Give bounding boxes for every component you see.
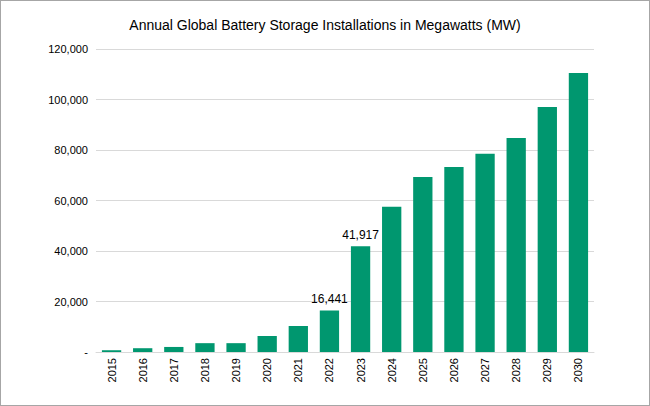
svg-text:2018: 2018	[199, 358, 211, 382]
svg-text:2020: 2020	[261, 358, 273, 382]
svg-text:2027: 2027	[479, 358, 491, 382]
svg-text:100,000: 100,000	[48, 94, 88, 106]
svg-text:2017: 2017	[168, 358, 180, 382]
svg-text:2026: 2026	[448, 358, 460, 382]
svg-text:2028: 2028	[510, 358, 522, 382]
svg-text:60,000: 60,000	[54, 195, 88, 207]
svg-text:20,000: 20,000	[54, 296, 88, 308]
svg-text:2021: 2021	[292, 358, 304, 382]
svg-text:41,917: 41,917	[342, 228, 379, 242]
svg-text:2019: 2019	[230, 358, 242, 382]
svg-text:2025: 2025	[417, 358, 429, 382]
svg-text:40,000: 40,000	[54, 245, 88, 257]
svg-text:Annual Global Battery Storage: Annual Global Battery Storage Installati…	[129, 17, 520, 33]
svg-text:80,000: 80,000	[54, 144, 88, 156]
svg-text:2024: 2024	[386, 358, 398, 382]
svg-text:2023: 2023	[355, 358, 367, 382]
svg-text:2029: 2029	[541, 358, 553, 382]
svg-text:-: -	[84, 346, 88, 358]
svg-text:2016: 2016	[137, 358, 149, 382]
svg-text:2022: 2022	[323, 358, 335, 382]
svg-text:16,441: 16,441	[311, 292, 348, 306]
svg-text:2030: 2030	[572, 358, 584, 382]
svg-text:120,000: 120,000	[48, 43, 88, 55]
svg-text:2015: 2015	[106, 358, 118, 382]
